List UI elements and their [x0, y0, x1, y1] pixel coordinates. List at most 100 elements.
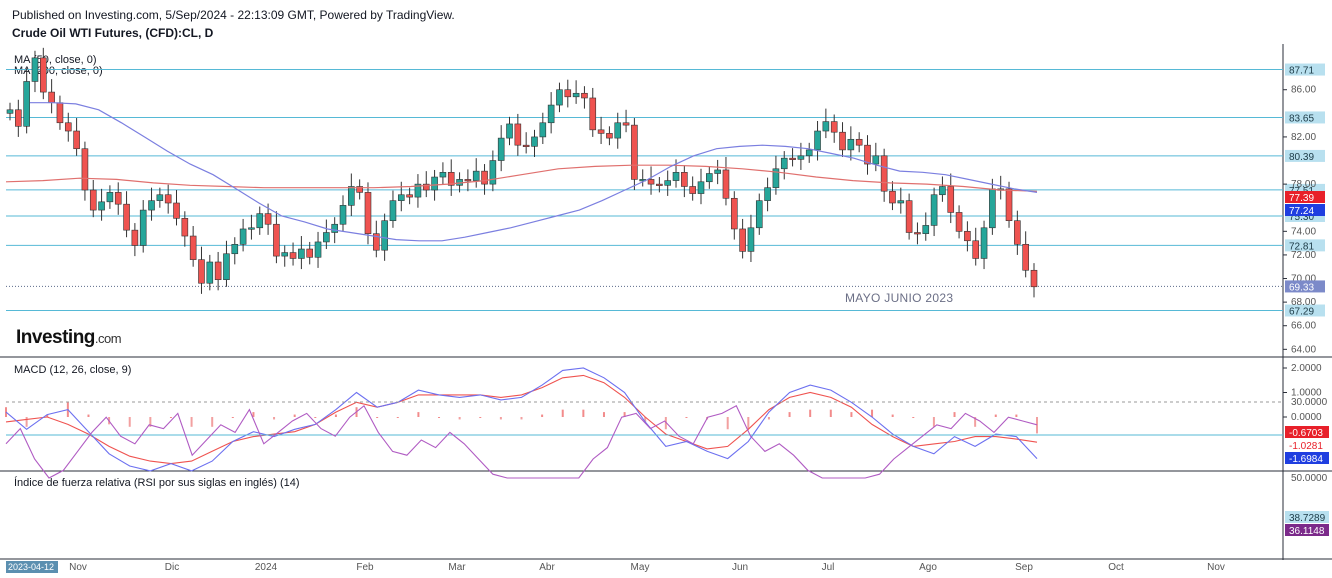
time-tick-label: Feb	[356, 562, 374, 573]
candle-body	[31, 57, 39, 82]
level-tag	[1285, 63, 1325, 76]
candle-body	[506, 123, 513, 139]
candle-body	[148, 200, 155, 211]
level-label: 67.29	[1289, 307, 1314, 318]
candle-body	[306, 248, 314, 258]
rsi-value-label: 38.7289	[1289, 513, 1326, 524]
candle-body	[839, 131, 846, 151]
candle-body	[114, 192, 122, 205]
candle-body	[323, 232, 330, 243]
price-tick-label: 66.00	[1291, 321, 1316, 332]
level-lines	[6, 69, 1283, 311]
candle-body	[939, 186, 946, 196]
macd-histogram-bar	[499, 417, 502, 420]
macd-histogram-bar	[273, 417, 276, 420]
candle-body	[581, 92, 588, 99]
time-tick-label: Dic	[165, 562, 179, 573]
candle-body	[381, 220, 388, 251]
time-tick-label: Oct	[1108, 562, 1124, 573]
price-tick-label: 78.00	[1291, 179, 1316, 190]
macd-value-label: -1.6984	[1289, 454, 1323, 465]
candle-body	[489, 160, 497, 185]
candle-body	[889, 190, 896, 204]
candle-body	[73, 130, 80, 150]
time-tick-label: Jul	[822, 562, 835, 573]
candle-body	[964, 231, 971, 242]
candle-body	[98, 201, 105, 211]
candle-body	[439, 172, 447, 178]
candle-body	[955, 212, 963, 232]
macd-histogram-bar	[953, 412, 956, 417]
candle-body	[1014, 220, 1021, 245]
time-tick-label: Mar	[448, 562, 466, 573]
candle-body	[1005, 188, 1013, 222]
candle-body	[123, 203, 130, 231]
candle-body	[289, 252, 297, 259]
candle-body	[514, 123, 522, 146]
last-price-tag	[1285, 280, 1325, 293]
candle-body	[181, 218, 189, 237]
candle-body	[589, 97, 597, 131]
price-tick-label: 68.00	[1291, 297, 1316, 308]
candle-body	[40, 57, 47, 93]
price-candles	[6, 47, 1038, 298]
candle-body	[406, 194, 413, 198]
price-tick-label: 70.00	[1291, 274, 1316, 285]
candle-body	[198, 259, 205, 284]
macd-histogram-bar	[1036, 417, 1038, 434]
macd-histogram-bar	[252, 412, 255, 417]
candle-body	[989, 188, 996, 229]
candle-body	[414, 183, 422, 198]
candle-body	[472, 170, 480, 181]
candle-body	[464, 179, 472, 182]
candle-body	[131, 229, 139, 246]
candle-body	[897, 200, 905, 204]
candle-body	[189, 235, 197, 260]
ma50-line	[30, 102, 1038, 242]
candle-body	[597, 129, 605, 134]
ma-value-tag	[1285, 204, 1325, 216]
macd-histogram-bar	[479, 417, 482, 418]
candle-body	[422, 183, 430, 191]
candle-body	[730, 197, 738, 230]
macd-value-label: -0.6703	[1289, 428, 1323, 439]
candle-body	[681, 172, 688, 187]
candle-body	[539, 122, 547, 138]
last-price-label: 69.33	[1289, 282, 1314, 293]
time-tick-label: Jun	[732, 562, 748, 573]
candle-body	[373, 233, 380, 251]
chart-frame	[0, 44, 1332, 560]
macd-histogram-bar	[850, 412, 853, 417]
candle-body	[256, 213, 264, 229]
time-axis: 2023-04-12 Nov Dic 2024 Feb Mar Abr May Jun Jul Ag…	[6, 561, 1225, 573]
candle-body	[814, 130, 821, 151]
macd-histogram-bar	[994, 414, 997, 417]
candle-body	[273, 223, 280, 257]
level-label: 83.65	[1289, 113, 1314, 124]
candle-body	[264, 213, 272, 225]
candle-body	[755, 200, 763, 229]
macd-histogram-bar	[685, 417, 688, 418]
ma200-line	[5, 164, 1038, 192]
candle-body	[206, 261, 214, 284]
rsi-tick-label: 50.0000	[1291, 473, 1328, 484]
rsi-value-label: 36.1148	[1289, 526, 1325, 537]
candle-body	[972, 240, 980, 259]
candle-body	[522, 144, 530, 147]
candle-body	[689, 186, 696, 194]
macd-histogram-bar	[788, 412, 791, 417]
macd-histogram-bar	[396, 417, 399, 418]
candle-body	[331, 223, 338, 233]
candle-body	[106, 192, 114, 203]
candle-body	[847, 138, 855, 151]
candle-body	[497, 137, 505, 161]
candle-body	[631, 124, 638, 180]
logo-main: Investing	[16, 327, 95, 348]
macd-histogram-bar	[438, 417, 441, 418]
macd-histogram-bar	[169, 417, 172, 418]
candle-body	[564, 89, 572, 98]
price-tick-label: 74.00	[1291, 226, 1316, 237]
candle-body	[89, 189, 97, 211]
candle-body	[672, 172, 680, 181]
